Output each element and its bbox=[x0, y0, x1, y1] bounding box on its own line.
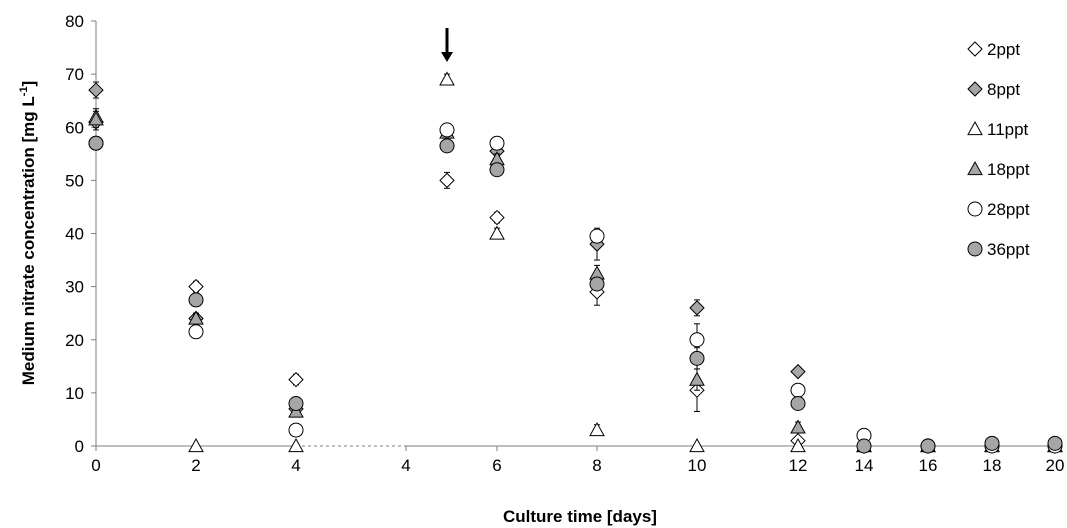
legend-label-11ppt: 11ppt bbox=[987, 120, 1029, 139]
point-11ppt bbox=[589, 422, 605, 437]
legend-label-28ppt: 28ppt bbox=[987, 200, 1030, 219]
point-28ppt bbox=[188, 324, 204, 340]
data-marks bbox=[88, 71, 1063, 454]
point-18ppt bbox=[88, 111, 104, 126]
point-11ppt bbox=[188, 437, 204, 453]
y-axis-title: Medium nitrate concentration [mg L-1] bbox=[18, 81, 38, 385]
point-28ppt bbox=[589, 228, 605, 244]
y-tick-label: 0 bbox=[75, 437, 84, 456]
point-8ppt bbox=[88, 82, 104, 98]
point-28ppt bbox=[439, 122, 455, 138]
arrow-head bbox=[441, 52, 453, 62]
y-tick-label: 10 bbox=[65, 384, 84, 403]
point-2ppt bbox=[288, 371, 304, 388]
axes: 0 10 20 30 40 50 60 70 80 0 2 4 4 6 8 10 12 14 16 18 20 bbox=[65, 12, 1064, 475]
y-tick-label: 20 bbox=[65, 331, 84, 350]
point-2ppt bbox=[188, 278, 204, 295]
point-36ppt bbox=[188, 292, 204, 308]
x-tick-label: 12 bbox=[789, 456, 808, 475]
y-tick-label: 80 bbox=[65, 12, 84, 31]
series-8ppt bbox=[88, 81, 1063, 454]
legend-label-18ppt: 18ppt bbox=[987, 160, 1030, 179]
point-28ppt bbox=[689, 332, 705, 348]
legend-label-36ppt: 36ppt bbox=[987, 240, 1030, 259]
x-tick-label: 6 bbox=[492, 456, 501, 475]
y-axis-title-main: Medium nitrate concentration [mg L bbox=[19, 96, 38, 385]
x-tick-label: 4 bbox=[291, 456, 300, 475]
x-tick-label: 20 bbox=[1046, 456, 1065, 475]
y-axis-title-superscript: -1 bbox=[18, 86, 30, 96]
point-36ppt bbox=[856, 438, 872, 454]
point-11ppt bbox=[790, 437, 806, 453]
point-36ppt bbox=[790, 396, 806, 411]
point-36ppt bbox=[689, 350, 705, 366]
point-11ppt bbox=[489, 225, 505, 240]
y-axis-title-end: ] bbox=[19, 81, 38, 87]
point-36ppt bbox=[489, 162, 505, 178]
series-11ppt bbox=[88, 71, 1063, 453]
point-11ppt bbox=[288, 437, 304, 453]
point-11ppt bbox=[689, 437, 705, 453]
point-2ppt bbox=[439, 172, 455, 189]
series-28ppt bbox=[88, 122, 1063, 454]
point-36ppt bbox=[984, 435, 1000, 451]
x-tick-label: 14 bbox=[855, 456, 874, 475]
legend-marker-8ppt bbox=[967, 81, 983, 97]
series-36ppt bbox=[88, 135, 1063, 454]
x-tick-label: 18 bbox=[983, 456, 1002, 475]
point-8ppt bbox=[689, 300, 705, 316]
x-tick-label: 8 bbox=[592, 456, 601, 475]
legend: 2ppt 8ppt 11ppt 18ppt 28ppt 36ppt bbox=[967, 40, 1030, 259]
legend-marker-11ppt bbox=[967, 120, 983, 136]
y-tick-label: 30 bbox=[65, 278, 84, 297]
point-28ppt bbox=[489, 135, 505, 151]
legend-label-8ppt: 8ppt bbox=[987, 80, 1020, 99]
y-tick-label: 50 bbox=[65, 171, 84, 190]
point-36ppt bbox=[1047, 435, 1063, 451]
point-18ppt bbox=[188, 310, 204, 325]
legend-marker-2ppt bbox=[967, 41, 983, 57]
x-axis-title: Culture time [days] bbox=[503, 507, 657, 526]
y-tick-label: 70 bbox=[65, 65, 84, 84]
series-2ppt bbox=[88, 113, 1063, 454]
series-18ppt bbox=[88, 110, 1063, 453]
point-36ppt bbox=[88, 135, 104, 151]
x-tick-label: 4 bbox=[401, 456, 410, 475]
legend-label-2ppt: 2ppt bbox=[987, 40, 1020, 59]
legend-marker-18ppt bbox=[967, 160, 983, 176]
point-11ppt bbox=[439, 71, 455, 86]
point-36ppt bbox=[589, 276, 605, 292]
x-tick-label: 2 bbox=[191, 456, 200, 475]
legend-marker-28ppt bbox=[967, 201, 983, 217]
point-28ppt bbox=[790, 382, 806, 398]
point-18ppt bbox=[689, 371, 705, 386]
point-2ppt bbox=[489, 209, 505, 226]
point-18ppt bbox=[790, 419, 806, 434]
point-8ppt bbox=[790, 363, 806, 380]
x-tick-label: 10 bbox=[688, 456, 707, 475]
point-36ppt bbox=[288, 396, 304, 411]
point-36ppt bbox=[920, 438, 936, 454]
x-tick-label: 0 bbox=[91, 456, 100, 475]
y-tick-label: 60 bbox=[65, 118, 84, 137]
legend-marker-36ppt bbox=[967, 241, 983, 257]
x-tick-label: 16 bbox=[919, 456, 938, 475]
point-28ppt bbox=[288, 422, 304, 438]
point-36ppt bbox=[439, 138, 455, 154]
y-tick-label: 40 bbox=[65, 225, 84, 244]
